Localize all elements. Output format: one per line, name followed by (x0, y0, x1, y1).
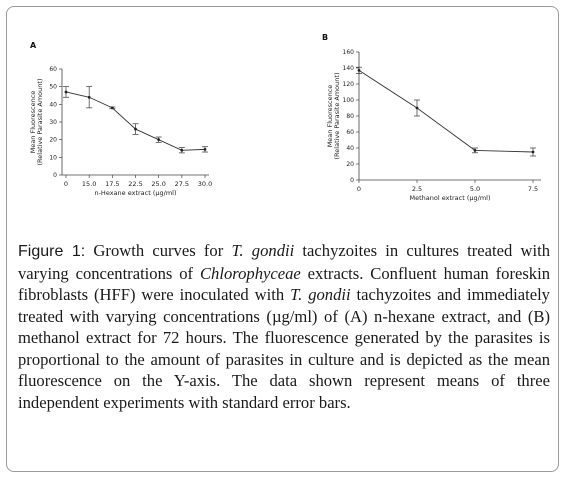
data-point (134, 127, 137, 131)
data-point (87, 95, 91, 99)
x-tick-label: 25.0 (151, 180, 165, 188)
x-axis-label: n-Hexane extract (µg/ml) (94, 189, 176, 197)
panel-letter: B (322, 33, 328, 42)
panel-letter: A (30, 41, 37, 50)
y-tick-label: 30 (49, 119, 57, 126)
series-line (65, 91, 206, 151)
x-tick-label: 5.0 (470, 185, 480, 193)
y-tick-label: 60 (346, 129, 354, 136)
x-tick-label: 22.5 (128, 180, 142, 188)
x-tick-label: 17.5 (105, 180, 119, 188)
y-tick-label: 50 (49, 84, 57, 91)
x-tick-label: 30.0 (198, 180, 212, 188)
y-tick-label: 10 (49, 154, 57, 161)
caption-body: Growth curves for T. gondii tachyzoites … (18, 241, 550, 412)
caption-italic-term: Chlorophyceae (199, 263, 301, 283)
y-tick-label: 20 (346, 161, 354, 168)
y-tick-label: 100 (343, 97, 355, 104)
y-axis-label-secondary: (Relative Parasite Amount) (333, 73, 341, 160)
series-line (358, 70, 534, 153)
caption-text: tachyzoites and immediately treated with… (18, 285, 550, 412)
data-point (110, 106, 114, 110)
y-tick-label: 0 (53, 172, 57, 179)
figure-caption: Figure 1: Growth curves for T. gondii ta… (18, 240, 550, 413)
data-point (64, 90, 68, 94)
y-tick-label: 40 (49, 101, 57, 108)
x-tick-label: 0 (357, 185, 361, 193)
data-point (357, 69, 361, 72)
caption-text: tachyzoites in cultures treated with var… (18, 241, 551, 283)
y-tick-label: 160 (343, 49, 355, 56)
caption-italic-term: T. gondii (231, 241, 295, 260)
x-tick-label: 27.5 (175, 180, 189, 188)
chart-a: A 0 10 20 30 40 50 60 0 15.0 17.5 22.5 25.0 27.5 30.0 n… (29, 41, 212, 197)
y-axis-label: Mean Fluorescence (29, 91, 37, 154)
x-tick-label: 15.0 (82, 180, 96, 188)
y-tick-label: 20 (49, 137, 57, 144)
x-tick-label: 2.5 (412, 185, 422, 193)
x-axis-label: Methanol extract (µg/ml) (409, 194, 490, 202)
y-tick-label: 80 (346, 113, 354, 120)
y-axis-label-secondary: (Relative Parasite Amount) (36, 79, 44, 166)
y-tick-label: 60 (49, 66, 57, 73)
caption-italic-term: T. gondii (290, 285, 351, 304)
data-point (203, 147, 207, 151)
data-point (473, 149, 477, 152)
data-point (415, 106, 419, 110)
y-tick-label: 120 (343, 81, 355, 88)
chart-b: B 0 20 40 60 80 100 120 140 160 0 2.5 5.0 7.5 Methanol… (322, 33, 541, 202)
caption-text: Growth curves for (85, 241, 232, 260)
y-tick-label: 0 (350, 177, 354, 184)
x-tick-label: 7.5 (528, 185, 538, 193)
caption-text: extracts. Confluent human foreskin fibro… (18, 263, 551, 305)
data-point (157, 138, 161, 142)
x-tick-label: 0 (64, 180, 68, 188)
data-point (531, 150, 535, 154)
caption-label: Figure 1: (18, 243, 86, 260)
figure-frame (6, 6, 559, 472)
y-tick-label: 140 (343, 65, 355, 72)
data-point (180, 148, 184, 152)
y-axis-label: Mean Fluorescence (326, 85, 334, 148)
y-tick-label: 40 (346, 145, 354, 152)
